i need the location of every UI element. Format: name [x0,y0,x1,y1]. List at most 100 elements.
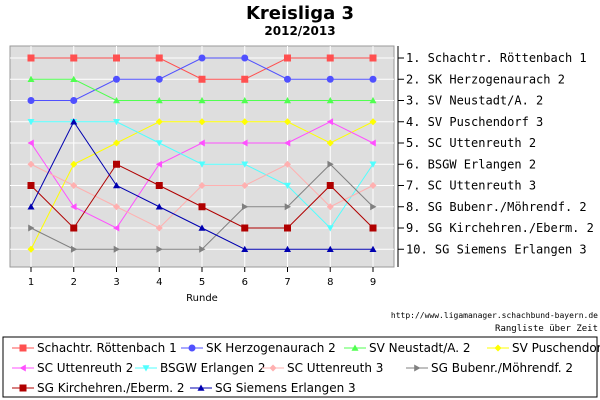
data-point [27,160,35,168]
data-point [369,118,377,126]
data-point [199,245,206,253]
data-point [326,97,334,104]
legend-item: BSGW Erlangen 2 [135,361,265,375]
chart-subtitle: 2012/2013 [264,24,335,38]
data-point [70,203,77,211]
chart-title: Kreisliga 3 [246,3,354,24]
data-point [155,140,163,147]
legend-label: Schachtr. Röttenbach 1 [37,341,177,355]
data-point [241,97,249,104]
x-tick-label: 6 [242,277,248,288]
data-point [241,118,249,126]
legend-marker [19,344,27,352]
data-point [113,139,120,147]
x-tick-label: 8 [327,277,333,288]
data-point [198,203,206,211]
rank-label: 9. SG Kirchehren./Eberm. 2 [406,221,594,235]
footer-url: http://www.ligamanager.schachbund-bayern… [391,311,598,320]
data-point [113,97,120,104]
legend-item: SV Neustadt/A. 2 [344,341,471,355]
data-point [326,203,334,211]
data-point [113,182,120,189]
data-point [27,118,35,126]
rank-label: 4. SV Puschendorf 3 [406,115,543,129]
rank-label: 1. Schachtr. Röttenbach 1 [406,51,587,65]
legend-marker [19,384,27,392]
data-point [369,224,377,232]
data-point [70,97,78,104]
data-point [327,160,334,168]
x-axis-label: Runde [186,293,218,304]
data-point [155,182,163,189]
legend-item: SG Siemens Erlangen 3 [190,381,356,395]
data-point [198,97,206,104]
data-point [326,75,334,83]
data-point [198,54,206,62]
data-point [27,139,34,147]
legend-item: Schachtr. Röttenbach 1 [12,341,177,355]
data-point [241,54,249,62]
data-point [113,160,120,168]
rank-label: 2. SK Herzogenaurach 2 [406,72,565,86]
data-point [155,118,163,126]
data-point [326,225,334,232]
legend-label: SG Bubenr./Möhrendf. 2 [431,361,573,375]
data-point [284,97,291,104]
legend-label: SG Siemens Erlangen 3 [215,381,356,395]
legend-item: SG Kirchehren./Eberm. 2 [12,381,185,395]
data-point [70,245,78,253]
data-point [326,118,334,126]
legend-marker [351,344,359,351]
legend-marker [188,344,196,352]
rank-label: 7. SC Uttenreuth 3 [406,179,536,193]
legend-marker [142,365,150,372]
data-point [113,203,120,211]
data-point [241,203,249,211]
data-point [369,75,377,83]
rank-label: 5. SC Uttenreuth 2 [406,136,536,150]
legend-item: SC Uttenreuth 3 [262,361,383,375]
rank-label: 6. BSGW Erlangen 2 [406,157,536,171]
data-point [284,139,291,147]
legend-label: BSGW Erlangen 2 [160,361,265,375]
data-point [284,182,291,189]
legend-label: SC Uttenreuth 3 [287,361,383,375]
data-point [198,224,206,231]
legend-marker [414,364,421,372]
legend-label: SV Neustadt/A. 2 [369,341,471,355]
legend-label: SC Uttenreuth 2 [37,361,133,375]
x-tick-label: 9 [370,277,376,288]
rank-labels: 1. Schachtr. Röttenbach 1 2. SK Herzogena… [398,51,594,256]
data-point [241,161,249,168]
data-point [70,75,78,83]
data-point [326,54,334,62]
x-tick-label: 3 [113,277,119,288]
data-point [113,245,120,253]
data-point [156,245,163,253]
data-point [369,161,377,168]
data-point [155,54,163,62]
data-point [326,182,334,189]
x-tick-label: 5 [199,277,205,288]
legend-item: SV Puschendorf 3 [487,341,600,355]
data-point [241,245,249,253]
data-point [284,54,291,62]
x-tick-label: 2 [71,277,77,288]
x-tick-label: 1 [28,277,34,288]
data-point [369,139,376,147]
data-point [369,54,377,62]
data-point [241,224,249,232]
legend-marker [494,344,502,352]
data-point [284,75,291,83]
legend-item: SK Herzogenaurach 2 [181,341,336,355]
data-point [198,161,206,168]
legend-label: SK Herzogenaurach 2 [206,341,336,355]
data-point [70,160,78,168]
data-point [241,182,249,189]
data-point [155,160,163,168]
data-point [113,54,120,62]
data-point [113,75,120,83]
data-point [284,245,291,253]
data-point [28,224,35,232]
